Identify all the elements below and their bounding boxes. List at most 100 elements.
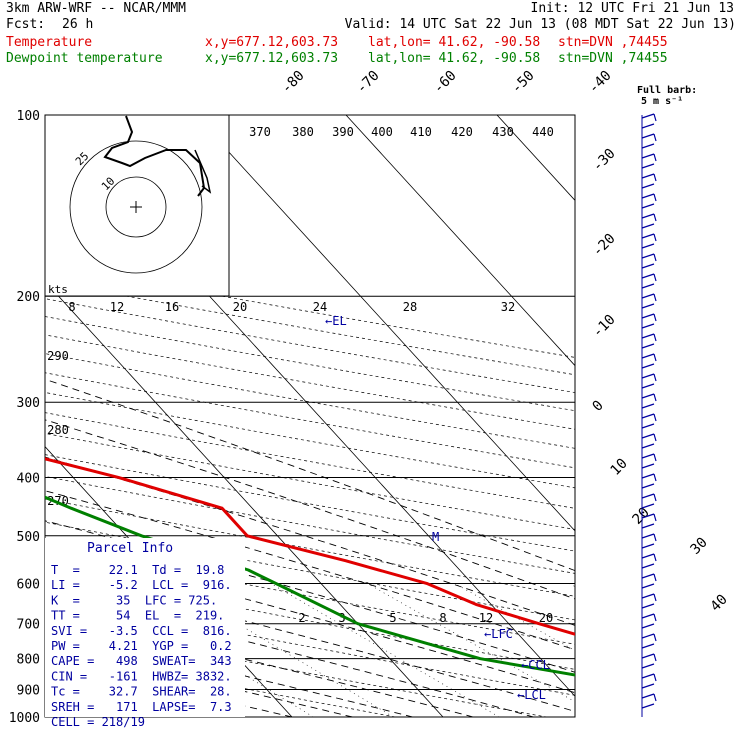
parcel-info-row: K = 35 LFC = 725. bbox=[51, 593, 217, 607]
wind-barb bbox=[641, 373, 655, 379]
hodograph-speed-label: 12 bbox=[110, 300, 124, 314]
isotherm-label: -70 bbox=[354, 68, 383, 97]
marker-label: M bbox=[432, 530, 439, 544]
wind-barb bbox=[641, 683, 655, 689]
wind-barb bbox=[641, 123, 655, 129]
wind-barb bbox=[641, 183, 655, 189]
wind-barb bbox=[653, 333, 657, 342]
wind-barb bbox=[653, 233, 657, 242]
theta-label: 430 bbox=[492, 125, 514, 139]
barb-legend-unit: 5 m s⁻¹ bbox=[641, 96, 683, 107]
wind-barb bbox=[641, 643, 655, 649]
wind-barb bbox=[653, 373, 657, 382]
wind-barb bbox=[641, 273, 655, 279]
theta-label: 390 bbox=[332, 125, 354, 139]
isotherm-line bbox=[194, 115, 575, 532]
wind-barb bbox=[653, 173, 657, 182]
wind-barb bbox=[641, 533, 655, 539]
wind-barb bbox=[641, 693, 655, 699]
wind-barb bbox=[641, 403, 655, 409]
wind-barb bbox=[641, 223, 655, 229]
isotherm-line bbox=[345, 115, 575, 367]
wind-barb bbox=[641, 473, 655, 479]
wind-barb bbox=[653, 213, 657, 222]
dewpoint-xy: x,y=677.12,603.73 bbox=[205, 51, 339, 66]
theta-label: 420 bbox=[451, 125, 473, 139]
dry-adiabat-line bbox=[45, 476, 575, 574]
isotherm-line bbox=[496, 115, 575, 201]
moist-adiabat-line bbox=[45, 611, 474, 717]
wind-barb bbox=[641, 153, 655, 159]
theta-label: 440 bbox=[532, 125, 554, 139]
isotherm-label: 30 bbox=[688, 535, 711, 558]
isotherm-label: -30 bbox=[590, 146, 619, 175]
dewpoint-latlon: lat,lon= 41.62, -90.58 bbox=[368, 51, 541, 66]
wind-barb bbox=[641, 283, 655, 289]
theta-label: 400 bbox=[371, 125, 393, 139]
wind-barb bbox=[653, 453, 657, 462]
mixing-ratio-label: 20 bbox=[539, 611, 553, 625]
valid-time: Valid: 14 UTC Sat 22 Jun 13 (08 MDT Sat … bbox=[344, 17, 736, 32]
parcel-info-title: Parcel Info bbox=[87, 541, 173, 556]
wind-barb bbox=[641, 113, 655, 119]
wind-barb bbox=[641, 363, 655, 369]
wind-barb bbox=[653, 353, 657, 362]
wind-barb bbox=[641, 573, 655, 579]
mixing-ratio-label: 12 bbox=[479, 611, 493, 625]
wind-barb bbox=[653, 413, 657, 422]
wind-barb bbox=[653, 533, 657, 542]
isotherm-label: -10 bbox=[590, 312, 619, 341]
wind-barb bbox=[653, 393, 657, 402]
wind-barb bbox=[653, 293, 657, 302]
wind-barb bbox=[641, 213, 655, 219]
mixing-ratio-label: 5 bbox=[389, 611, 396, 625]
pressure-label: 1000 bbox=[9, 711, 40, 726]
wind-barb bbox=[641, 353, 655, 359]
isotherm-line bbox=[648, 115, 740, 717]
isotherm-label: -80 bbox=[279, 68, 308, 97]
wind-barb bbox=[653, 193, 657, 202]
parcel-info-panel: Parcel Info T = 22.1 Td = 19.8LI = -5.2 … bbox=[45, 538, 245, 729]
level-annotation: ←CCL bbox=[521, 658, 550, 672]
wind-barb bbox=[641, 293, 655, 299]
isotherm-line bbox=[45, 280, 444, 717]
dry-adiabat-line bbox=[45, 316, 575, 412]
wind-barb bbox=[641, 493, 655, 499]
moist-adiabat-line bbox=[45, 629, 413, 717]
wind-barb bbox=[653, 493, 657, 502]
wind-barb bbox=[641, 253, 655, 259]
barb-legend-title: Full barb: bbox=[637, 85, 697, 96]
isotherm-label: -40 bbox=[586, 68, 615, 97]
wind-barb bbox=[653, 673, 657, 682]
pressure-label: 900 bbox=[17, 683, 40, 698]
wind-barb bbox=[641, 633, 655, 639]
wind-barb bbox=[641, 563, 655, 569]
hodograph-speed-label: 20 bbox=[233, 300, 247, 314]
level-annotation: ←LCL bbox=[517, 688, 546, 702]
init-time: Init: 12 UTC Fri 21 Jun 13 bbox=[530, 1, 735, 16]
wind-barb bbox=[641, 243, 655, 249]
wind-barb bbox=[641, 703, 655, 709]
wind-barb bbox=[641, 463, 655, 469]
dewpoint-legend: Dewpoint temperature bbox=[6, 51, 163, 66]
wind-barb bbox=[641, 263, 655, 269]
wind-barb bbox=[641, 663, 655, 669]
wind-barb bbox=[653, 553, 657, 562]
temperature-station: stn=DVN ,74455 bbox=[558, 35, 668, 50]
wind-barb bbox=[641, 543, 655, 549]
wind-barb bbox=[641, 173, 655, 179]
wind-barb bbox=[641, 603, 655, 609]
parcel-info-row: TT = 54 EL = 219. bbox=[51, 609, 224, 623]
isotherm-label: 10 bbox=[608, 456, 631, 479]
wind-barb bbox=[641, 303, 655, 309]
dry-adiabat-line bbox=[45, 521, 575, 621]
mixing-ratio-label: 2 bbox=[298, 611, 305, 625]
wind-barb bbox=[641, 483, 655, 489]
hodograph-speed-label: 32 bbox=[501, 300, 515, 314]
hodograph-speed-label: 28 bbox=[403, 300, 417, 314]
theta-label: 290 bbox=[47, 349, 69, 363]
wind-barb bbox=[653, 153, 657, 162]
hodograph-box bbox=[44, 114, 230, 297]
wind-barb bbox=[653, 313, 657, 322]
